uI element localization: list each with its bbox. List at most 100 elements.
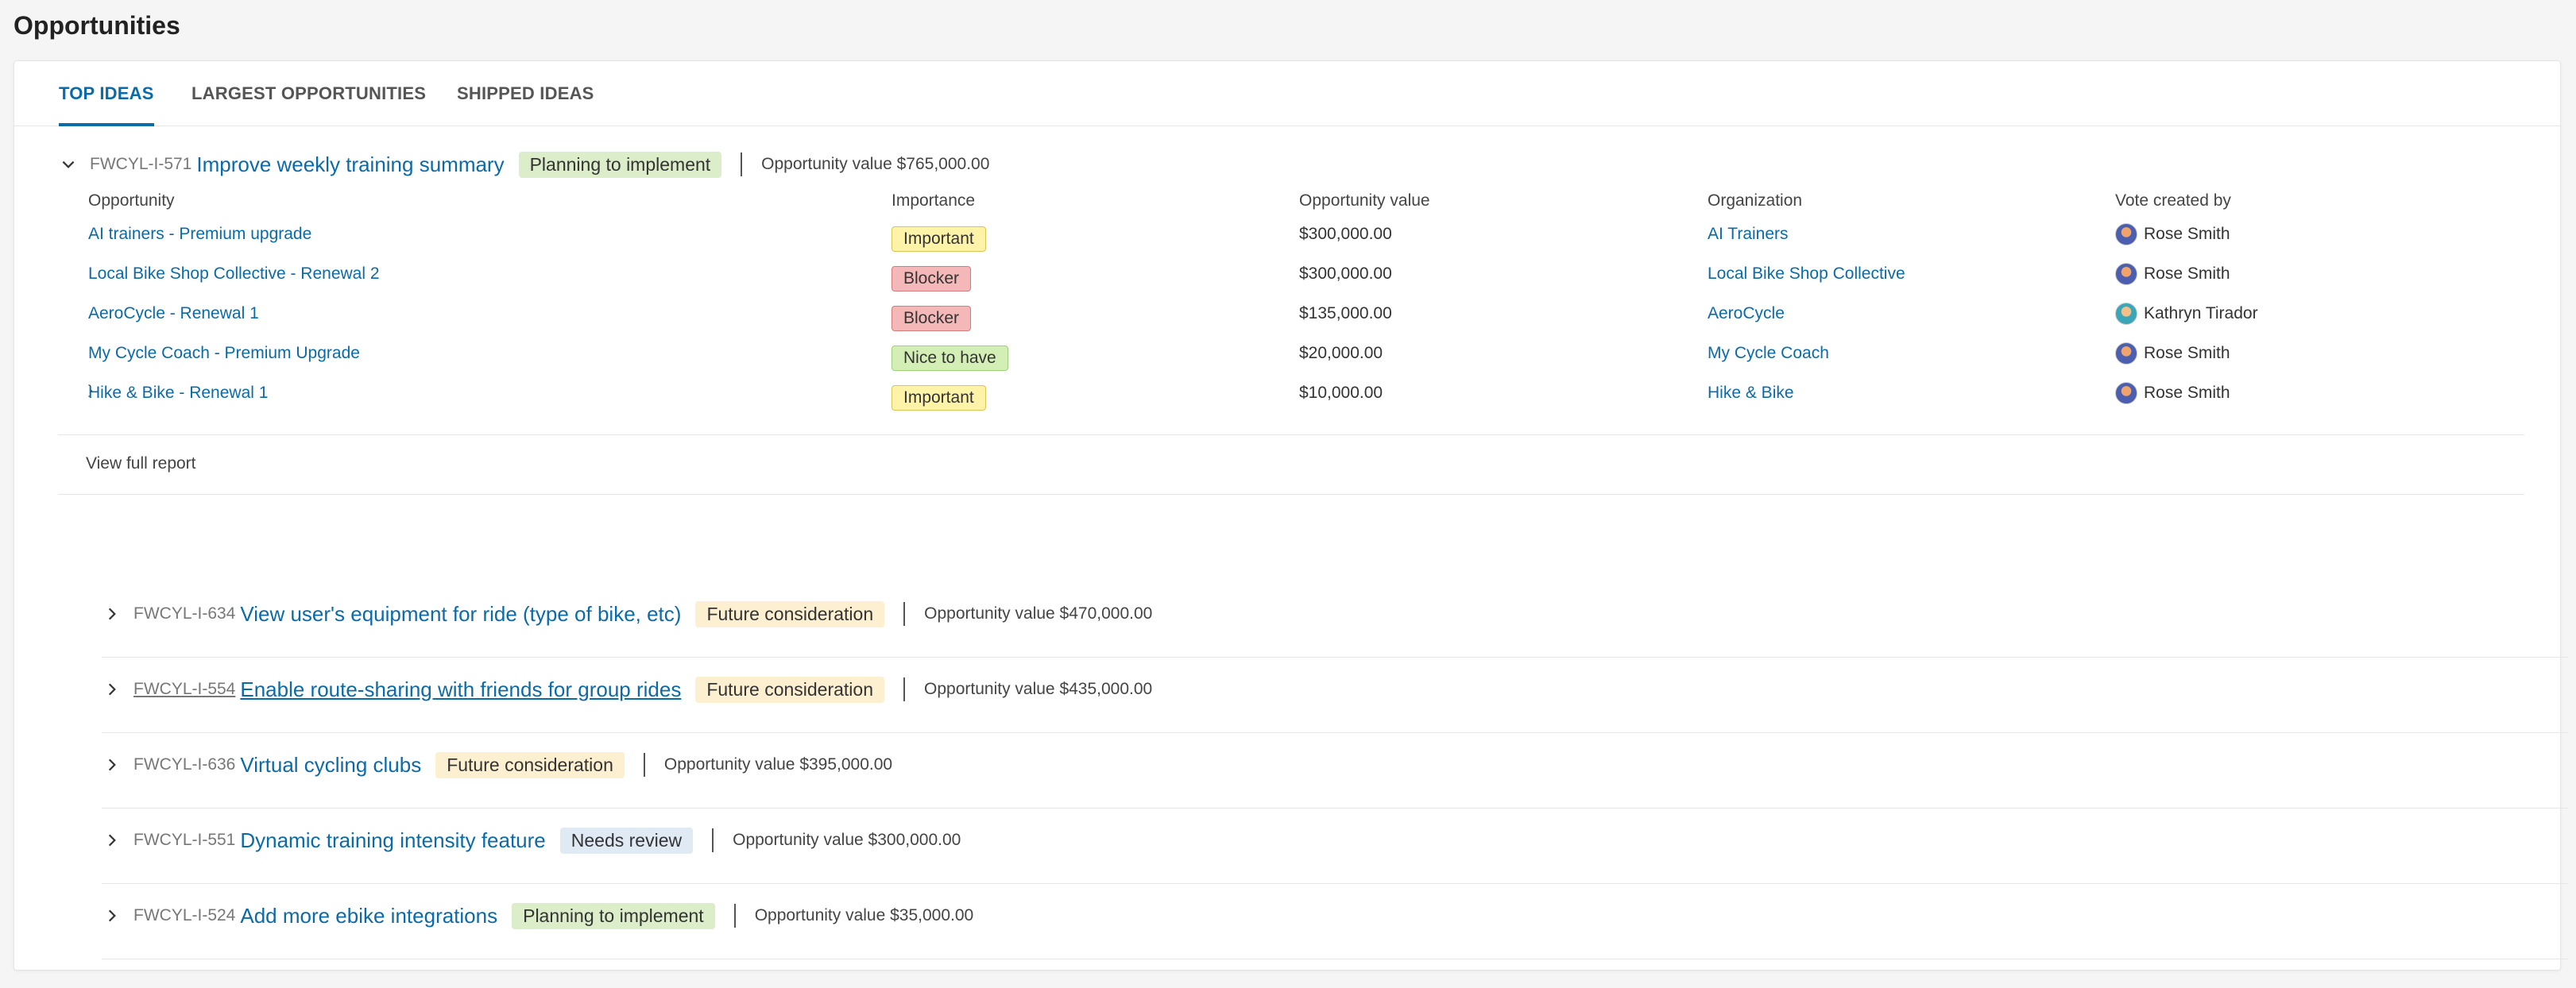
chevron-right-icon[interactable]: [102, 905, 122, 926]
column-header-organization: Organization: [1708, 191, 1803, 210]
idea-header: FWCYL-I-634 View user's equipment for ri…: [102, 598, 1152, 630]
user-avatar: [2115, 263, 2137, 285]
divider: [903, 602, 906, 626]
idea-row: FWCYL-I-636 Virtual cycling clubs Future…: [102, 749, 2568, 809]
opportunity-value-cell: $300,000.00: [1299, 225, 1392, 243]
view-full-report-link[interactable]: View full report: [86, 454, 196, 473]
divider: [643, 753, 645, 777]
status-badge: Planning to implement: [512, 902, 715, 929]
organization-link[interactable]: AI Trainers: [1708, 225, 1789, 243]
table-row: AeroCycle - Renewal 1 Blocker $135,000.0…: [88, 303, 2520, 344]
voter-name: Rose Smith: [2144, 264, 2230, 283]
idea-header: FWCYL-I-524 Add more ebike integrations …: [102, 900, 973, 932]
opportunity-value: Opportunity value $765,000.00: [761, 155, 990, 173]
opportunity-value-cell: $10,000.00: [1299, 384, 1383, 402]
opportunity-value: Opportunity value $470,000.00: [924, 604, 1153, 623]
organization-link[interactable]: AeroCycle: [1708, 304, 1785, 322]
table-row: AI trainers - Premium upgrade Important …: [88, 223, 2520, 264]
tab-shipped-ideas[interactable]: SHIPPED IDEAS: [457, 83, 594, 103]
divider: [741, 152, 743, 176]
user-avatar: [2115, 223, 2137, 245]
user-avatar: [2115, 303, 2137, 325]
voter: Rose Smith: [2115, 263, 2230, 285]
opportunity-value: Opportunity value $395,000.00: [663, 755, 893, 774]
column-header-vote-created-by: Vote created by: [2115, 191, 2231, 210]
idea-reference[interactable]: FWCYL-I-554: [133, 680, 236, 698]
idea-name-link[interactable]: Improve weekly training summary: [196, 152, 505, 176]
opportunity-value: Opportunity value $300,000.00: [733, 831, 961, 849]
idea-name-link[interactable]: Dynamic training intensity feature: [240, 828, 546, 852]
opportunity-link[interactable]: Hike & Bike - Renewal 1: [88, 384, 269, 402]
voter: Rose Smith: [2115, 382, 2230, 404]
opportunity-value: Opportunity value $35,000.00: [754, 906, 974, 924]
voter: Kathryn Tirador: [2115, 303, 2258, 325]
idea-row: FWCYL-I-551 Dynamic training intensity f…: [102, 824, 2568, 884]
divider: [733, 904, 736, 928]
chevron-right-icon[interactable]: [102, 604, 122, 624]
table-row: Hike & Bike - Renewal 1 Important $10,00…: [88, 382, 2520, 423]
idea-row: FWCYL-I-634 View user's equipment for ri…: [102, 598, 2568, 658]
idea-header: FWCYL-I-551 Dynamic training intensity f…: [102, 824, 961, 856]
opportunity-link[interactable]: AI trainers - Premium upgrade: [88, 225, 312, 243]
opportunity-value-cell: $135,000.00: [1299, 304, 1392, 322]
organization-link[interactable]: Local Bike Shop Collective: [1708, 264, 1905, 283]
opportunities-card: TOP IDEAS LARGEST OPPORTUNITIES SHIPPED …: [14, 60, 2568, 971]
voter-name: Rose Smith: [2144, 384, 2230, 402]
idea-reference[interactable]: FWCYL-I-551: [133, 831, 236, 849]
divider: [903, 677, 906, 701]
status-badge: Future consideration: [695, 676, 885, 703]
chevron-right-icon[interactable]: [102, 830, 122, 851]
organization-link[interactable]: Hike & Bike: [1708, 384, 1794, 402]
opportunity-link[interactable]: My Cycle Coach - Premium Upgrade: [88, 344, 360, 362]
opportunity-link[interactable]: Local Bike Shop Collective - Renewal 2: [88, 264, 380, 283]
chevron-right-icon[interactable]: [102, 755, 122, 775]
opportunity-link[interactable]: AeroCycle - Renewal 1: [88, 304, 259, 322]
idea-name-link[interactable]: View user's equipment for ride (type of …: [240, 601, 682, 626]
tab-bar: TOP IDEAS LARGEST OPPORTUNITIES SHIPPED …: [14, 61, 2560, 126]
divider: [712, 828, 714, 852]
idea-row: FWCYL-I-571 Improve weekly training summ…: [58, 149, 2568, 959]
idea-header: FWCYL-I-636 Virtual cycling clubs Future…: [102, 749, 892, 781]
column-header-opportunity: Opportunity: [88, 191, 175, 210]
status-badge: Needs review: [559, 827, 694, 854]
idea-name-link[interactable]: Virtual cycling clubs: [240, 752, 422, 777]
voter: Rose Smith: [2115, 223, 2230, 245]
status-badge: Future consideration: [695, 600, 885, 627]
page-title: Opportunities: [14, 11, 180, 40]
column-header-opportunity-value: Opportunity value: [1299, 191, 1430, 210]
tab-largest-opportunities[interactable]: LARGEST OPPORTUNITIES: [191, 83, 427, 103]
idea-reference[interactable]: FWCYL-I-571: [90, 155, 192, 173]
idea-reference[interactable]: FWCYL-I-634: [133, 604, 236, 623]
voter-name: Rose Smith: [2144, 344, 2230, 362]
chevron-down-icon[interactable]: [58, 154, 79, 175]
table-row: Local Bike Shop Collective - Renewal 2 B…: [88, 263, 2520, 304]
voter-name: Rose Smith: [2144, 225, 2230, 243]
idea-name-link[interactable]: Add more ebike integrations: [240, 903, 498, 928]
voter-name: Kathryn Tirador: [2144, 304, 2258, 322]
idea-row: FWCYL-I-524 Add more ebike integrations …: [102, 900, 2568, 959]
table-row: My Cycle Coach - Premium Upgrade Nice to…: [88, 342, 2520, 384]
organization-link[interactable]: My Cycle Coach: [1708, 344, 1829, 362]
status-badge: Planning to implement: [518, 151, 722, 178]
column-header-importance: Importance: [892, 191, 976, 210]
importance-badge: Blocker: [892, 306, 972, 331]
idea-header: FWCYL-I-554 Enable route-sharing with fr…: [102, 673, 1152, 705]
opportunity-value-cell: $20,000.00: [1299, 344, 1383, 362]
importance-badge: Nice to have: [892, 345, 1008, 371]
opportunity-value-cell: $300,000.00: [1299, 264, 1392, 283]
status-badge: Future consideration: [435, 751, 625, 778]
idea-reference[interactable]: FWCYL-I-524: [133, 906, 236, 924]
idea-header: FWCYL-I-571 Improve weekly training summ…: [58, 149, 989, 180]
voter: Rose Smith: [2115, 342, 2230, 365]
opportunity-value: Opportunity value $435,000.00: [924, 680, 1153, 698]
idea-reference[interactable]: FWCYL-I-636: [133, 755, 236, 774]
importance-badge: Important: [892, 385, 986, 411]
importance-badge: Blocker: [892, 266, 972, 291]
tab-top-ideas[interactable]: TOP IDEAS: [59, 83, 154, 126]
idea-row: FWCYL-I-554 Enable route-sharing with fr…: [102, 673, 2568, 733]
chevron-right-icon[interactable]: [102, 679, 122, 700]
idea-name-link[interactable]: Enable route-sharing with friends for gr…: [240, 677, 682, 701]
user-avatar: [2115, 342, 2137, 365]
user-avatar: [2115, 382, 2137, 404]
card-footer: View full report: [58, 434, 2524, 494]
